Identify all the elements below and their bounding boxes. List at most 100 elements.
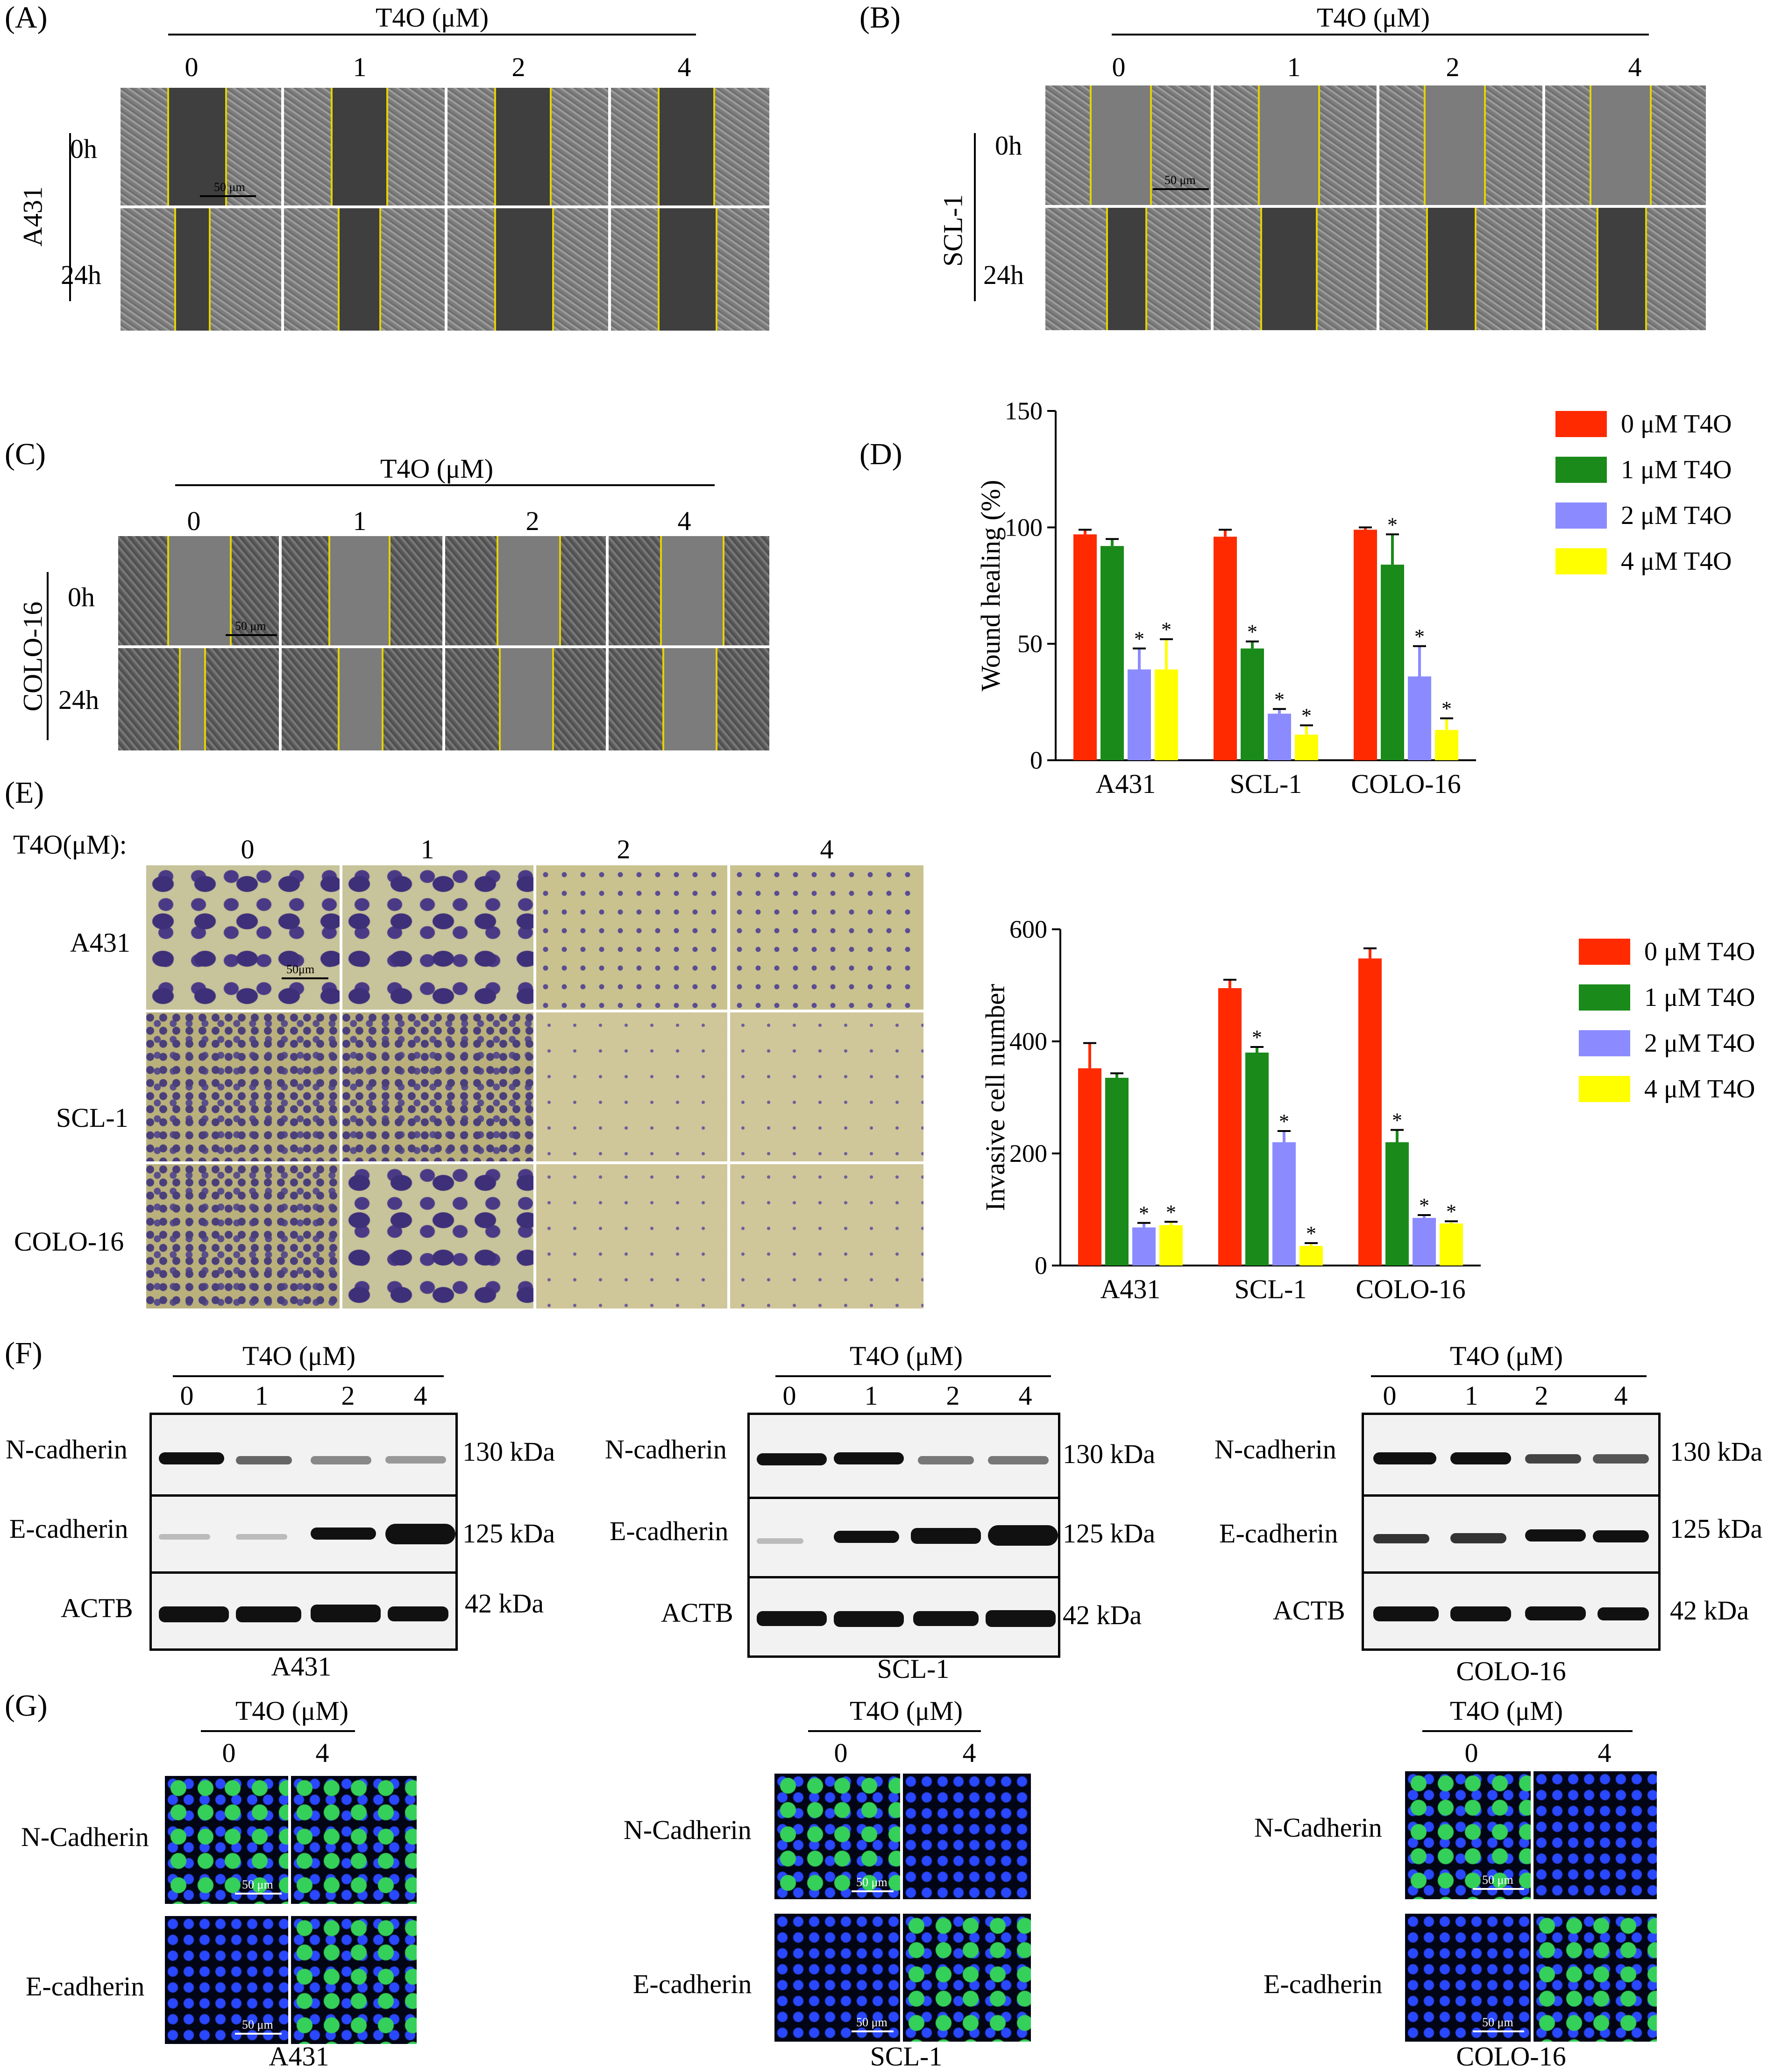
dose-label: 0 xyxy=(1383,1380,1397,1411)
invasion-image xyxy=(341,1011,535,1163)
dose-label: 4 xyxy=(315,1738,329,1768)
dose-label: 4 xyxy=(677,506,691,536)
legend-swatch xyxy=(1579,984,1630,1011)
legend-label: 1 μM T4O xyxy=(1644,983,1755,1012)
treatment-header-e: T4O(μM): xyxy=(13,829,127,860)
scale-bar xyxy=(1473,2030,1524,2032)
header-line xyxy=(775,1375,1051,1377)
western-blot xyxy=(747,1497,1060,1578)
kda-label: 42 kDa xyxy=(1670,1595,1749,1626)
bar xyxy=(1214,537,1237,760)
bar xyxy=(1078,1068,1101,1266)
fluorescence-image xyxy=(290,1775,418,1905)
time-label: 24h xyxy=(58,685,99,715)
cell-line-label: SCL-1 xyxy=(937,194,968,267)
treatment-header: T4O (μM) xyxy=(380,453,494,484)
chart-axes: 0 50 100 150 xyxy=(1005,397,1476,774)
dose-label: 2 xyxy=(341,1380,355,1411)
invasion-image xyxy=(729,1163,925,1310)
dose-label: 0 xyxy=(222,1738,236,1768)
treatment-header: T4O (μM) xyxy=(235,1696,349,1726)
scale-bar xyxy=(852,1890,894,1892)
wound-image xyxy=(1378,84,1544,206)
wound-image xyxy=(610,86,771,207)
significance-mark: * xyxy=(1446,1200,1456,1223)
wound-image xyxy=(444,647,607,752)
header-line xyxy=(1371,1375,1647,1377)
dose-label: 0 xyxy=(185,52,199,82)
invasion-image xyxy=(145,1011,341,1163)
fluor-cell-line-label: A431 xyxy=(269,2041,329,2072)
significance-mark: * xyxy=(1139,1202,1149,1225)
protein-label: ACTB xyxy=(61,1593,133,1623)
time-label: 24h xyxy=(61,260,101,290)
cell-line-label: SCL-1 xyxy=(56,1103,128,1133)
wound-image xyxy=(446,86,610,207)
bar xyxy=(1241,648,1264,760)
bar xyxy=(1358,958,1382,1266)
y-tick-label: 200 xyxy=(1009,1139,1047,1167)
legend-swatch xyxy=(1579,939,1630,965)
legend-swatch xyxy=(1555,502,1607,529)
fluorescence-image xyxy=(290,1915,418,2045)
bar xyxy=(1132,1227,1156,1266)
legend-label: 2 μM T4O xyxy=(1644,1029,1755,1058)
y-tick-label: 0 xyxy=(1030,746,1043,774)
kda-label: 130 kDa xyxy=(1063,1439,1156,1469)
scale-bar-label: 50 μm xyxy=(1482,1873,1513,1887)
kda-label: 130 kDa xyxy=(462,1436,555,1467)
time-label: 0h xyxy=(68,582,95,612)
panel-label-d: (D) xyxy=(859,437,902,471)
significance-mark: * xyxy=(1166,1201,1176,1223)
legend-label: 4 μM T4O xyxy=(1644,1075,1755,1103)
panel-label-f: (F) xyxy=(5,1336,43,1370)
wound-image xyxy=(1044,206,1212,332)
protein-label: N-Cadherin xyxy=(624,1815,752,1845)
kda-label: 42 kDa xyxy=(1063,1600,1142,1630)
dose-label: 2 xyxy=(1534,1380,1548,1411)
significance-mark: * xyxy=(1274,688,1285,711)
chart-axes: 0 200 400 600 xyxy=(1009,915,1481,1280)
wound-image xyxy=(283,86,446,207)
x-category-label: SCL-1 xyxy=(1235,1274,1307,1304)
western-blot xyxy=(1362,1571,1661,1651)
legend-label: 1 μM T4O xyxy=(1621,455,1732,484)
kda-label: 125 kDa xyxy=(462,1518,555,1549)
fluorescence-image xyxy=(902,1912,1032,2043)
scale-bar xyxy=(235,1893,282,1895)
wound-image xyxy=(607,647,771,752)
wound-image xyxy=(1212,84,1378,206)
scale-bar-label: 50 μm xyxy=(235,619,266,633)
cell-line-label: A431 xyxy=(70,927,130,958)
cell-line-label: COLO-16 xyxy=(14,1226,124,1257)
legend-swatch xyxy=(1579,1076,1630,1102)
bar xyxy=(1299,1246,1323,1266)
wound-image xyxy=(446,207,610,332)
dose-label: 0 xyxy=(187,506,201,536)
wound-healing-chart: 0 50 100 150 Wound healing (%) * * A431 * * * SCL-1… xyxy=(975,397,1732,799)
significance-mark: * xyxy=(1392,1109,1402,1132)
western-blot xyxy=(149,1571,458,1651)
legend-swatch xyxy=(1555,548,1607,574)
dose-label: 4 xyxy=(1018,1380,1032,1411)
kda-label: 125 kDa xyxy=(1670,1513,1763,1544)
blot-cell-line-label: SCL-1 xyxy=(877,1654,950,1684)
invasive-cell-chart: 0 200 400 600 Invasive cell number * * A431 * * * S… xyxy=(980,915,1755,1304)
wound-image: 50 μm xyxy=(1044,84,1212,206)
protein-label: N-Cadherin xyxy=(1254,1812,1382,1843)
significance-mark: * xyxy=(1161,618,1172,641)
fluorescence-image: 50 μm xyxy=(163,1775,290,1905)
scale-bar xyxy=(226,634,277,636)
cell-line-label: COLO-16 xyxy=(17,601,48,712)
header-line xyxy=(175,484,715,486)
header-line xyxy=(1112,34,1649,35)
significance-mark: * xyxy=(1301,704,1312,727)
western-blot xyxy=(149,1413,458,1497)
scale-bar-label: 50 μm xyxy=(242,2018,273,2031)
scale-bar-label: 50 μm xyxy=(214,180,245,194)
significance-mark: * xyxy=(1247,621,1257,644)
blot-cell-line-label: COLO-16 xyxy=(1456,1656,1566,1686)
invasion-image xyxy=(535,864,729,1011)
panel-label-a: (A) xyxy=(5,0,48,35)
time-label: 0h xyxy=(995,130,1022,161)
